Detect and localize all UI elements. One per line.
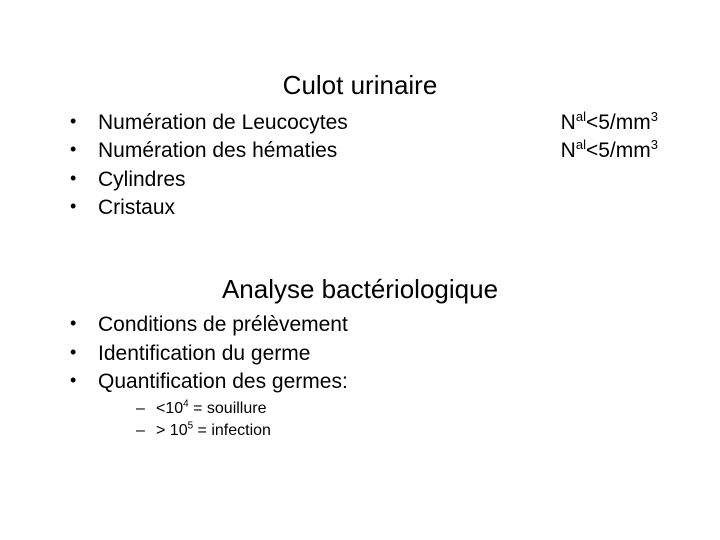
item-note: Nal<5/mm3 — [521, 109, 658, 137]
section1-heading: Culot urinaire — [60, 70, 660, 101]
list-item: Numération des hématies Nal<5/mm3 — [70, 137, 660, 165]
list-item: Cristaux — [70, 194, 660, 222]
list-item: Identification du germe — [70, 340, 660, 368]
note-part: N — [561, 111, 576, 134]
note-sup: al — [576, 109, 586, 124]
sub-list: <104 = souillure > 105 = infection — [98, 398, 660, 441]
sub-text: = infection — [193, 422, 271, 439]
list-item: Numération de Leucocytes Nal<5/mm3 — [70, 109, 660, 137]
item-text: Identification du germe — [98, 342, 310, 365]
list-item: Conditions de prélèvement — [70, 311, 660, 339]
note-part: <5/mm — [586, 111, 651, 134]
item-text: Quantification des germes: — [98, 370, 348, 393]
item-text: Cylindres — [98, 168, 186, 191]
note-sup: 3 — [651, 109, 658, 124]
sub-text: <10 — [156, 400, 183, 417]
item-text: Conditions de prélèvement — [98, 313, 348, 336]
item-text: Numération des hématies — [98, 137, 337, 165]
sub-text: = souillure — [189, 400, 267, 417]
note-part: <5/mm — [586, 139, 651, 162]
note-part: N — [561, 139, 576, 162]
sub-text: > 10 — [156, 422, 188, 439]
section1-list: Numération de Leucocytes Nal<5/mm3 Numér… — [60, 109, 660, 222]
section2-heading: Analyse bactériologique — [60, 274, 660, 305]
section2-list: Conditions de prélèvement Identification… — [60, 311, 660, 441]
list-item: Quantification des germes: <104 = souill… — [70, 368, 660, 442]
slide: Culot urinaire Numération de Leucocytes … — [0, 0, 720, 482]
sub-item: <104 = souillure — [136, 398, 660, 420]
note-sup: 3 — [651, 137, 658, 152]
item-text: Cristaux — [98, 196, 175, 219]
list-item: Cylindres — [70, 166, 660, 194]
item-note: Nal<5/mm3 — [521, 137, 658, 165]
note-sup: al — [576, 137, 586, 152]
sub-item: > 105 = infection — [136, 420, 660, 442]
item-text: Numération de Leucocytes — [98, 109, 348, 137]
